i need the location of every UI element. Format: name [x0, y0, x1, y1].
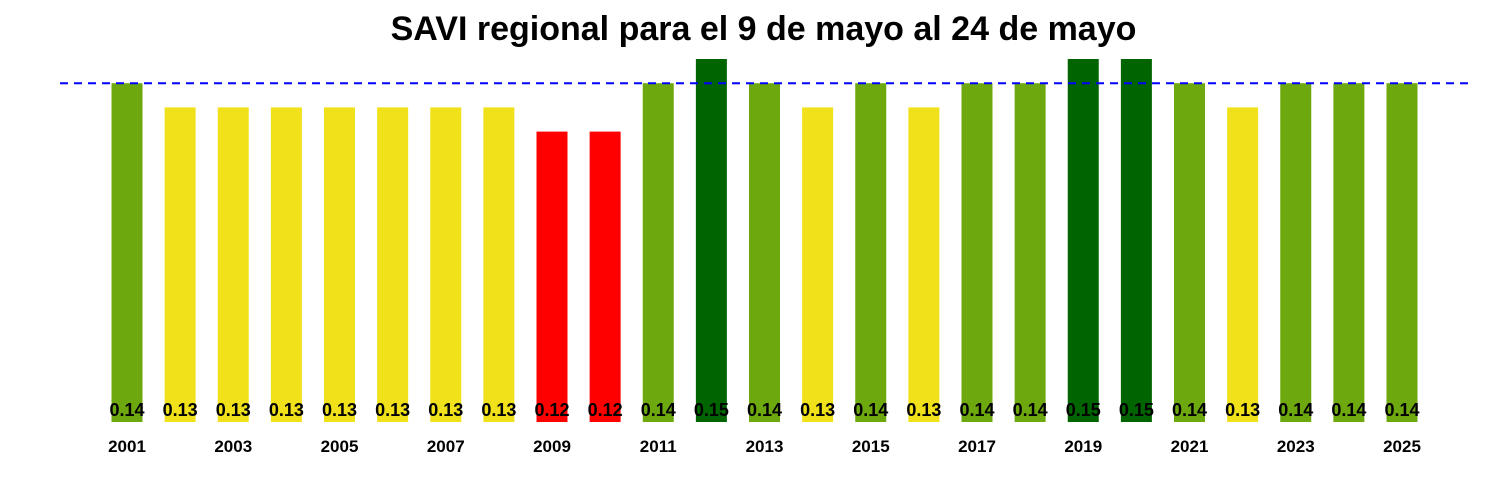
bar-2020	[1120, 59, 1152, 422]
bar-2019	[1067, 59, 1099, 422]
bar-2002	[164, 107, 196, 423]
bar-2014	[802, 107, 834, 423]
data-label-2014: 0.13	[800, 400, 835, 420]
data-label-2001: 0.14	[109, 400, 144, 420]
x-tick-label-2019: 2019	[1064, 437, 1102, 456]
data-label-2006: 0.13	[375, 400, 410, 420]
x-tick-label-2013: 2013	[746, 437, 784, 456]
x-tick-label-2017: 2017	[958, 437, 996, 456]
x-tick-label-2021: 2021	[1171, 437, 1209, 456]
bars	[111, 59, 1418, 423]
data-label-2003: 0.13	[216, 400, 251, 420]
data-label-2015: 0.14	[853, 400, 888, 420]
bar-2004	[270, 107, 302, 423]
data-label-2004: 0.13	[269, 400, 304, 420]
data-label-2023: 0.14	[1278, 400, 1313, 420]
data-label-2024: 0.14	[1331, 400, 1366, 420]
bar-2006	[377, 107, 409, 423]
bar-2011	[642, 83, 674, 422]
x-tick-label-2009: 2009	[533, 437, 571, 456]
x-tick-labels: 2001 2003 2005 2007 2009 2011 2013 2015 2017 2019…	[108, 437, 1421, 456]
bar-2015	[855, 83, 887, 422]
bar-2025	[1386, 83, 1418, 422]
data-label-2022: 0.13	[1225, 400, 1260, 420]
data-label-2011: 0.14	[641, 400, 676, 420]
data-label-2008: 0.13	[481, 400, 516, 420]
x-tick-label-2023: 2023	[1277, 437, 1315, 456]
bar-2023	[1280, 83, 1312, 422]
data-label-2021: 0.14	[1172, 400, 1207, 420]
bar-2005	[324, 107, 355, 423]
data-label-2005: 0.13	[322, 400, 357, 420]
data-label-2012: 0.15	[694, 400, 729, 420]
x-tick-label-2001: 2001	[108, 437, 146, 456]
bar-2024	[1333, 83, 1365, 422]
data-label-2007: 0.13	[428, 400, 463, 420]
x-tick-label-2005: 2005	[321, 437, 359, 456]
bar-2009	[536, 131, 568, 422]
data-label-2025: 0.14	[1384, 400, 1419, 420]
data-label-2009: 0.12	[534, 400, 569, 420]
data-label-2017: 0.14	[959, 400, 994, 420]
data-label-2013: 0.14	[747, 400, 782, 420]
bar-2008	[483, 107, 515, 423]
bar-2018	[1014, 83, 1046, 422]
bar-2016	[908, 107, 940, 423]
bar-2013	[749, 83, 780, 422]
data-label-2019: 0.15	[1066, 400, 1101, 420]
bar-2012	[695, 59, 727, 422]
data-label-2020: 0.15	[1119, 400, 1154, 420]
x-tick-label-2015: 2015	[852, 437, 890, 456]
x-tick-label-2011: 2011	[640, 437, 677, 456]
data-label-2016: 0.13	[906, 400, 941, 420]
bar-2010	[589, 131, 621, 422]
chart-title: SAVI regional para el 9 de mayo al 24 de…	[390, 10, 1137, 48]
data-label-2018: 0.14	[1013, 400, 1048, 420]
x-tick-label-2025: 2025	[1383, 437, 1421, 456]
bar-2017	[961, 83, 993, 422]
x-tick-label-2007: 2007	[427, 437, 465, 456]
bar-2021	[1174, 83, 1205, 422]
bar-2007	[430, 107, 462, 423]
data-label-2002: 0.13	[163, 400, 198, 420]
bar-2001	[111, 83, 143, 422]
data-label-2010: 0.12	[588, 400, 623, 420]
x-tick-label-2003: 2003	[214, 437, 252, 456]
bar-2022	[1227, 107, 1259, 423]
bar-2003	[217, 107, 249, 423]
data-labels: 0.14 0.13 0.13 0.13 0.13 0.13 0.13 0.13 0.12 0.12…	[109, 400, 1419, 420]
